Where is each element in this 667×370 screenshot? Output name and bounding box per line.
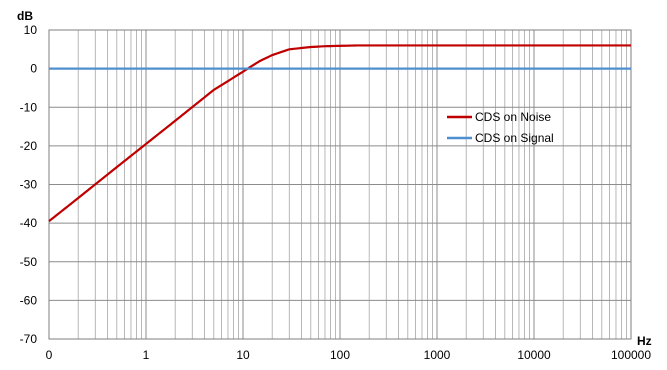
y-tick-label: -10 — [20, 100, 38, 114]
x-tick-label: 0 — [46, 348, 53, 362]
x-tick-label: 1 — [143, 348, 150, 362]
y-axis-label: dB — [17, 9, 33, 23]
y-tick-label: -40 — [20, 216, 38, 230]
x-tick-label: 100000 — [611, 348, 651, 362]
legend: CDS on Noise CDS on Signal — [447, 110, 554, 145]
series-layer — [48, 44, 631, 223]
y-tick-label: -20 — [20, 139, 38, 153]
y-tick-label: -60 — [20, 293, 38, 307]
x-tick-label: 10 — [236, 348, 250, 362]
x-axis-label: Hz — [637, 334, 652, 348]
y-axis-tick-labels: 10 0 -10 -20 -30 -40 -50 -60 -70 — [20, 23, 38, 346]
y-tick-label: -70 — [20, 332, 38, 346]
series-line-cds-on-noise — [48, 44, 631, 223]
x-tick-label: 1000 — [424, 348, 451, 362]
plot-area-frame — [48, 29, 632, 340]
y-tick-label: -30 — [20, 178, 38, 192]
y-tick-label: -50 — [20, 255, 38, 269]
y-tick-label: 0 — [30, 62, 37, 76]
y-tick-label: 10 — [24, 23, 38, 37]
x-axis-tick-labels: 0 1 10 100 1000 10000 100000 — [46, 348, 652, 362]
legend-label: CDS on Noise — [475, 110, 551, 124]
legend-label: CDS on Signal — [475, 131, 554, 145]
x-tick-label: 100 — [330, 348, 350, 362]
x-tick-label: 10000 — [517, 348, 551, 362]
